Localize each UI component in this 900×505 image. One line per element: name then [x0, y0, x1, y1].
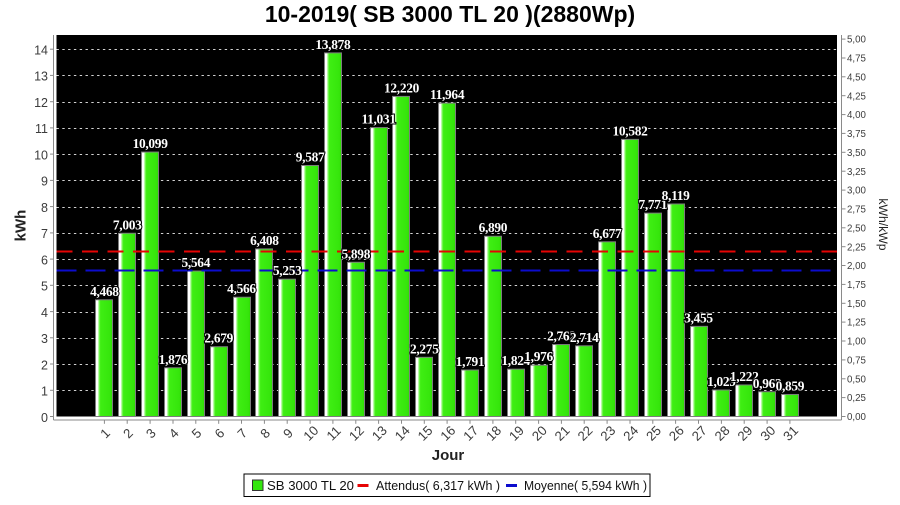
svg-text:7,771: 7,771 [638, 197, 667, 212]
svg-text:1,00: 1,00 [847, 337, 866, 348]
svg-text:3,00: 3,00 [847, 186, 866, 197]
svg-text:3,455: 3,455 [684, 310, 713, 325]
svg-text:11,964: 11,964 [430, 87, 465, 102]
svg-text:5,00: 5,00 [847, 35, 866, 46]
svg-text:1,50: 1,50 [847, 299, 866, 310]
svg-text:4,75: 4,75 [847, 54, 866, 65]
svg-text:1: 1 [41, 385, 48, 399]
svg-text:5,253: 5,253 [273, 263, 302, 278]
svg-text:6: 6 [41, 253, 48, 267]
svg-text:kWh/kWp: kWh/kWp [876, 198, 890, 250]
svg-text:3,75: 3,75 [847, 129, 866, 140]
svg-text:2,714: 2,714 [570, 330, 599, 345]
svg-text:2,75: 2,75 [847, 205, 866, 216]
svg-text:4,566: 4,566 [227, 281, 256, 296]
svg-text:4,468: 4,468 [90, 284, 119, 299]
svg-text:9,587: 9,587 [296, 150, 325, 165]
svg-text:7,003: 7,003 [113, 217, 142, 232]
svg-text:6,408: 6,408 [250, 233, 279, 248]
svg-text:2,679: 2,679 [204, 331, 233, 346]
svg-text:10: 10 [34, 148, 48, 162]
svg-text:kWh: kWh [13, 210, 30, 242]
svg-text:0,50: 0,50 [847, 374, 866, 385]
svg-text:1,75: 1,75 [847, 280, 866, 291]
svg-text:SB 3000 TL 20: SB 3000 TL 20 [267, 478, 354, 493]
svg-text:13: 13 [34, 70, 48, 84]
svg-text:Attendus( 6,317 kWh ): Attendus( 6,317 kWh ) [376, 478, 500, 493]
svg-text:0,25: 0,25 [847, 393, 866, 404]
svg-text:6,890: 6,890 [479, 220, 508, 235]
svg-text:11: 11 [35, 122, 48, 136]
svg-text:2,25: 2,25 [847, 242, 866, 253]
svg-text:4,00: 4,00 [847, 110, 866, 121]
svg-text:3,50: 3,50 [847, 148, 866, 159]
svg-text:1,222: 1,222 [730, 369, 759, 384]
svg-text:10,582: 10,582 [612, 123, 648, 138]
svg-text:13,878: 13,878 [315, 37, 351, 52]
svg-text:14: 14 [34, 44, 48, 58]
svg-text:0,859: 0,859 [776, 379, 805, 394]
svg-text:9: 9 [41, 175, 48, 189]
svg-text:5: 5 [41, 280, 48, 294]
svg-text:12: 12 [34, 96, 48, 110]
svg-text:2: 2 [41, 358, 48, 372]
svg-text:2,00: 2,00 [847, 261, 866, 272]
svg-text:4: 4 [41, 306, 48, 320]
svg-text:8: 8 [41, 201, 48, 215]
svg-text:1,824: 1,824 [501, 353, 530, 368]
svg-text:5,898: 5,898 [341, 246, 370, 261]
svg-text:0,75: 0,75 [847, 356, 866, 367]
svg-text:4,50: 4,50 [847, 72, 866, 83]
svg-text:10,099: 10,099 [133, 136, 169, 151]
svg-text:4,25: 4,25 [847, 91, 866, 102]
svg-text:11,031: 11,031 [361, 112, 395, 127]
svg-text:0,00: 0,00 [847, 412, 866, 423]
svg-text:5,564: 5,564 [181, 255, 210, 270]
svg-text:1,791: 1,791 [456, 354, 485, 369]
svg-text:2,762: 2,762 [547, 329, 576, 344]
svg-text:8,119: 8,119 [662, 188, 690, 203]
svg-text:Jour: Jour [432, 447, 465, 464]
svg-text:0: 0 [41, 411, 48, 425]
svg-text:2,275: 2,275 [410, 341, 439, 356]
svg-text:0,962: 0,962 [753, 376, 782, 391]
svg-text:1,029: 1,029 [707, 374, 736, 389]
svg-text:10-2019( SB 3000 TL 20 )(2880W: 10-2019( SB 3000 TL 20 )(2880Wp) [265, 1, 635, 27]
svg-text:6,677: 6,677 [593, 226, 622, 241]
svg-text:12,220: 12,220 [384, 80, 420, 95]
svg-text:3: 3 [41, 332, 48, 346]
svg-text:1,976: 1,976 [524, 349, 553, 364]
svg-text:2,50: 2,50 [847, 223, 866, 234]
svg-text:7: 7 [41, 227, 48, 241]
svg-text:3,25: 3,25 [847, 167, 866, 178]
svg-text:Moyenne( 5,594 kWh ): Moyenne( 5,594 kWh ) [524, 478, 647, 493]
svg-text:1,876: 1,876 [159, 352, 188, 367]
svg-text:1,25: 1,25 [847, 318, 866, 329]
